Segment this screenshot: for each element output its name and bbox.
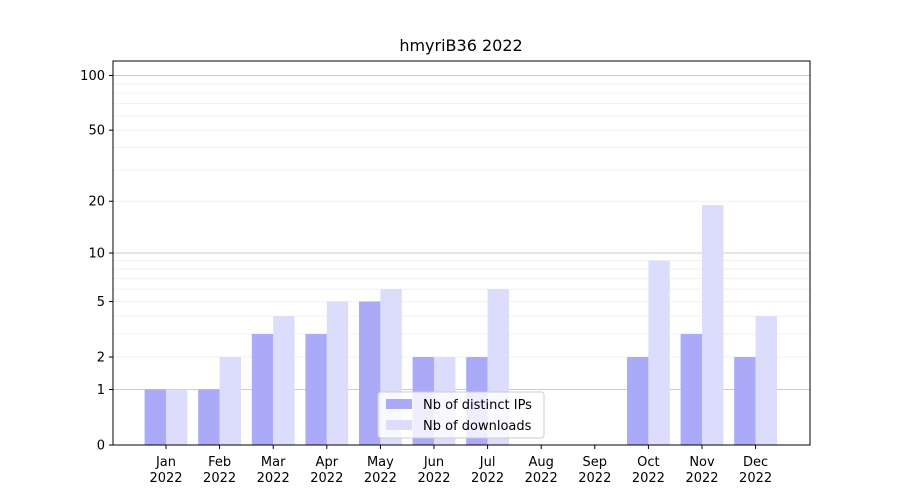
bar-distinct-ips	[680, 333, 702, 445]
bar-distinct-ips	[144, 389, 166, 445]
x-tick-label-month: Aug	[529, 455, 554, 470]
x-tick-label-year: 2022	[739, 471, 772, 486]
x-tick-label-year: 2022	[685, 471, 718, 486]
x-tick-label-month: Nov	[689, 455, 715, 470]
x-tick-label-year: 2022	[149, 471, 182, 486]
x-tick-label-month: Mar	[261, 455, 286, 470]
x-tick-label-year: 2022	[471, 471, 504, 486]
y-tick-label: 100	[80, 69, 105, 84]
x-tick-label-year: 2022	[364, 471, 397, 486]
bar-distinct-ips	[198, 389, 220, 445]
bar-downloads	[326, 301, 349, 445]
x-tick-label-year: 2022	[310, 471, 343, 486]
y-tick-label: 1	[97, 383, 105, 398]
y-tick-label: 0	[97, 439, 105, 454]
x-tick-label-year: 2022	[525, 471, 558, 486]
y-tick-label: 50	[88, 124, 105, 139]
y-axis: 0 1 2 5 10 20 50 100	[80, 69, 113, 454]
y-tick-label: 10	[88, 247, 105, 262]
x-tick-label-month: Oct	[637, 455, 659, 470]
bar-downloads	[219, 357, 241, 445]
legend-label-downloads: Nb of downloads	[423, 419, 532, 434]
x-tick-label-year: 2022	[632, 471, 665, 486]
y-tick-label: 5	[97, 295, 105, 310]
x-tick-label-month: Jan	[155, 455, 176, 470]
bar-distinct-ips	[251, 333, 274, 445]
x-tick-label-month: Sep	[583, 455, 608, 470]
bar-downloads	[166, 389, 188, 445]
y-tick-label: 20	[88, 195, 105, 210]
legend-swatch-distinct-ips	[386, 399, 412, 409]
x-tick-label-year: 2022	[417, 471, 450, 486]
x-axis: Jan2022Feb2022Mar2022Apr2022May2022Jun20…	[149, 445, 772, 486]
x-tick-label-month: Jun	[423, 455, 444, 470]
bar-distinct-ips	[305, 333, 327, 445]
x-tick-label-year: 2022	[203, 471, 236, 486]
legend-swatch-downloads	[386, 420, 412, 430]
gridlines	[113, 74, 810, 390]
bar-distinct-ips	[734, 357, 756, 445]
legend-label-distinct-ips: Nb of distinct IPs	[423, 398, 532, 413]
bar-distinct-ips	[627, 357, 649, 445]
legend-box	[377, 391, 545, 439]
y-tick-label: 2	[97, 351, 105, 366]
chart-title: hmyriB36 2022	[399, 36, 522, 55]
x-tick-label-year: 2022	[578, 471, 611, 486]
bar-downloads	[648, 260, 670, 445]
legend: Nb of distinct IPs Nb of downloads	[377, 391, 545, 439]
bar-downloads	[702, 205, 724, 445]
x-tick-label-month: Apr	[316, 455, 339, 470]
x-tick-label-month: Jul	[479, 455, 496, 470]
bar-distinct-ips	[359, 301, 381, 445]
bar-downloads	[273, 316, 295, 445]
x-tick-label-month: Dec	[743, 455, 768, 470]
x-tick-label-month: Feb	[208, 455, 231, 470]
x-tick-label-year: 2022	[257, 471, 290, 486]
bar-downloads	[755, 316, 777, 445]
x-tick-label-month: May	[367, 455, 394, 470]
